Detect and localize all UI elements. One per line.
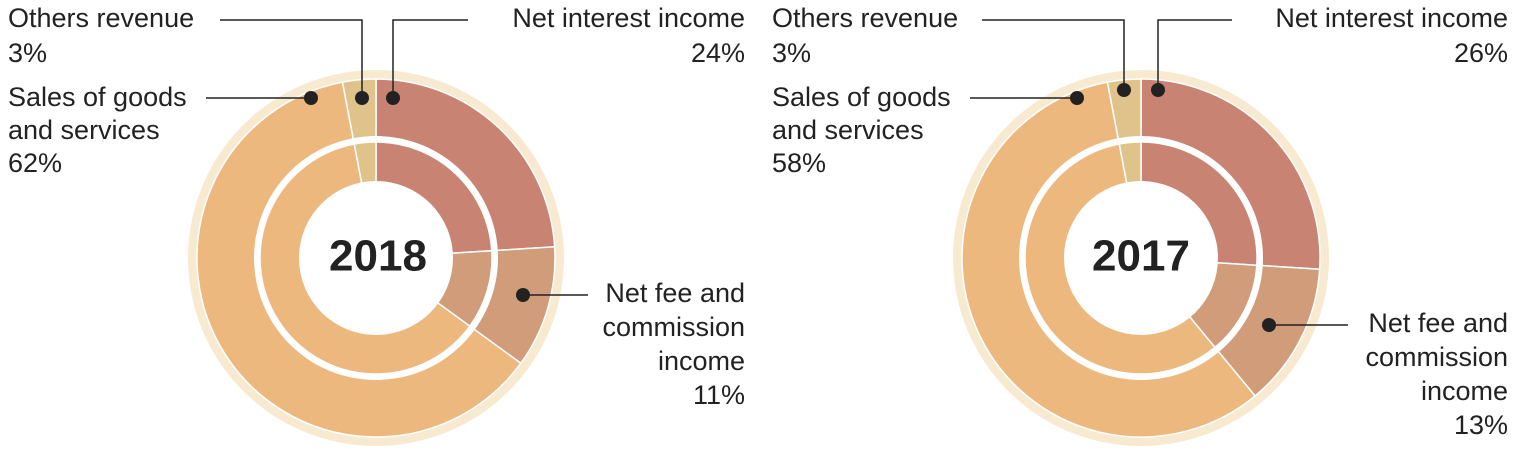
callout-dot-interest-2018 (386, 91, 400, 105)
value-sales-2018: 62% (8, 148, 62, 178)
callout-line-others-2017 (982, 19, 1125, 90)
chart-2018: 2018 Others revenue 3% Net interest inco… (8, 3, 745, 446)
callout-dot-fee-2018 (516, 288, 530, 302)
center-label-2017: 2017 (1092, 232, 1190, 281)
label-others-2018: Others revenue (8, 3, 194, 33)
donut-hole-2018 (299, 181, 453, 335)
label-interest-2017: Net interest income (1275, 3, 1508, 33)
chart-2017: 2017 Others revenue 3% Net interest inco… (772, 3, 1508, 446)
label-fee-line1-2018: Net fee and (605, 278, 745, 308)
label-fee-line2-2017: commission (1365, 342, 1508, 372)
callout-lines-2018 (206, 19, 588, 296)
label-interest-2018: Net interest income (512, 3, 745, 33)
label-fee-line1-2017: Net fee and (1368, 308, 1508, 338)
label-sales-line1-2017: Sales of goods (772, 82, 951, 112)
label-others-2017: Others revenue (772, 3, 958, 33)
callout-line-interest-2018 (392, 19, 468, 98)
label-sales-line2-2017: and services (772, 115, 924, 145)
callout-line-interest-2017 (1157, 19, 1232, 90)
value-fee-2018: 11% (693, 380, 745, 410)
value-fee-2017: 13% (1454, 410, 1508, 440)
value-others-2018: 3% (8, 38, 47, 68)
label-fee-line2-2018: commission (602, 312, 745, 342)
center-label-2018: 2018 (329, 232, 427, 281)
value-sales-2017: 58% (772, 148, 826, 178)
label-sales-line1-2018: Sales of goods (8, 82, 187, 112)
callout-dot-sales-2018 (304, 91, 318, 105)
callout-lines-2017 (970, 19, 1348, 326)
callout-dot-fee-2017 (1262, 318, 1276, 332)
label-sales-line2-2018: and services (8, 115, 160, 145)
value-others-2017: 3% (772, 38, 811, 68)
callout-dot-others-2018 (355, 91, 369, 105)
value-interest-2018: 24% (691, 38, 745, 68)
donut-hole-2017 (1064, 181, 1218, 335)
callout-dot-others-2017 (1117, 83, 1131, 97)
value-interest-2017: 26% (1454, 38, 1508, 68)
callout-dot-sales-2017 (1070, 91, 1084, 105)
callout-line-others-2018 (220, 19, 363, 98)
label-fee-line3-2017: income (1421, 376, 1508, 406)
callout-dot-interest-2017 (1151, 83, 1165, 97)
label-fee-line3-2018: income (658, 346, 745, 376)
